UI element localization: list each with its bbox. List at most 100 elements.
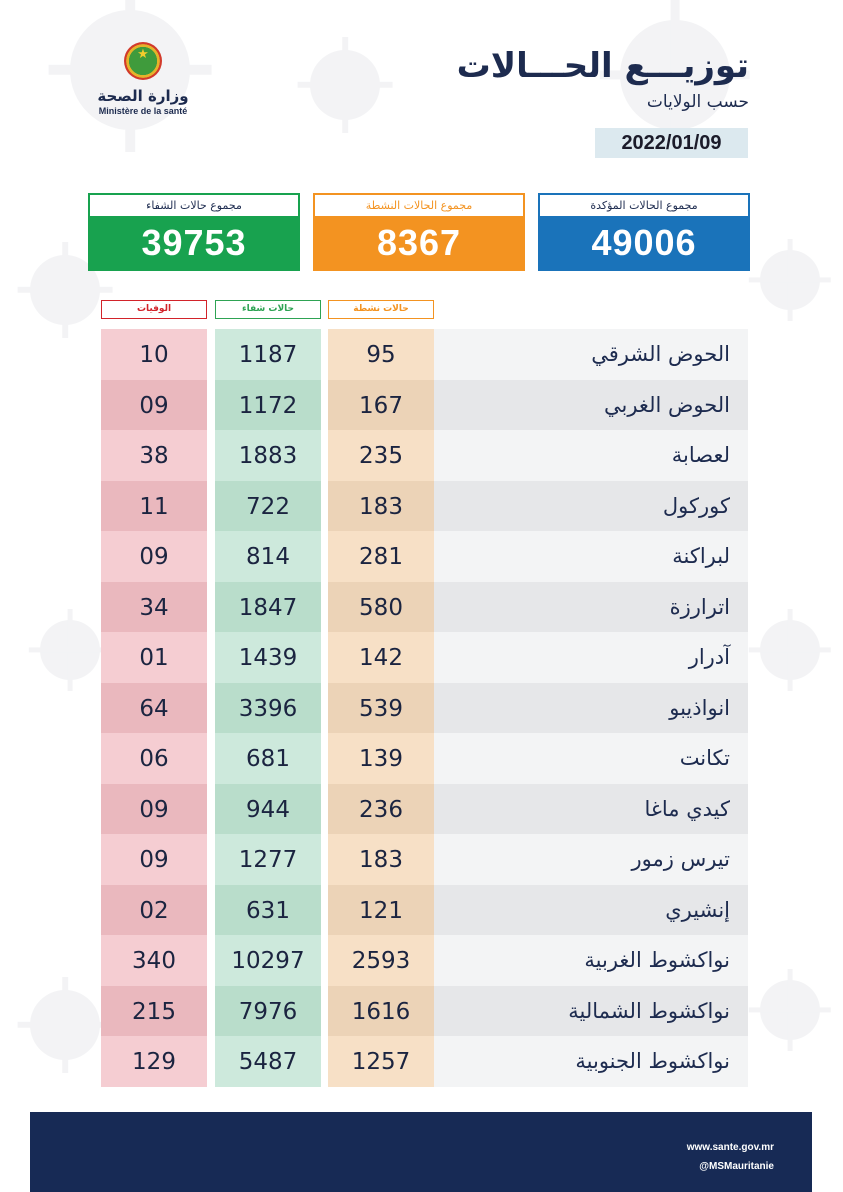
table-row: 11 722 183 كوركول	[101, 480, 748, 531]
region-name: الحوض الغربي	[434, 379, 748, 430]
deaths-cell: 09	[101, 783, 207, 834]
virus-decoration-icon	[760, 250, 820, 310]
region-name: نواكشوط الغربية	[434, 935, 748, 986]
active-cell: 235	[328, 430, 434, 481]
active-cell: 236	[328, 783, 434, 834]
social-handle-link[interactable]: @MSMauritanie	[699, 1161, 774, 1172]
region-name: نواكشوط الشمالية	[434, 985, 748, 1036]
table-row: 38 1883 235 لعصابة	[101, 430, 748, 481]
active-cell: 1257	[328, 1036, 434, 1087]
region-name: نواكشوط الجنوبية	[434, 1036, 748, 1087]
ministry-logo: وزارة الصحة Ministère de la santé	[88, 42, 198, 116]
active-column-header: حالات نشطة	[328, 300, 434, 319]
region-name: لبراكنة	[434, 531, 748, 582]
virus-decoration-icon	[620, 20, 730, 130]
active-total-value: 8367	[315, 216, 523, 269]
recovered-cell: 7976	[215, 985, 321, 1036]
active-cell: 183	[328, 480, 434, 531]
recovered-cell: 944	[215, 783, 321, 834]
region-name: انواذيبو	[434, 682, 748, 733]
page-title: توزيـــع الحـــالات	[456, 46, 749, 86]
confirmed-total-label: مجموع الحالات المؤكدة	[540, 195, 748, 216]
deaths-cell: 38	[101, 430, 207, 481]
deaths-cell: 11	[101, 480, 207, 531]
region-name: إنشيري	[434, 884, 748, 935]
recovered-cell: 10297	[215, 935, 321, 986]
active-cell: 580	[328, 581, 434, 632]
regions-table: 10 1187 95 الحوض الشرقي 09 1172 167 الحو…	[101, 329, 748, 1087]
deaths-cell: 09	[101, 379, 207, 430]
recovered-cell: 3396	[215, 682, 321, 733]
region-name: آدرار	[434, 632, 748, 683]
deaths-cell: 02	[101, 884, 207, 935]
region-name: تكانت	[434, 733, 748, 784]
table-row: 09 1172 167 الحوض الغربي	[101, 379, 748, 430]
active-cell: 167	[328, 379, 434, 430]
active-cell: 2593	[328, 935, 434, 986]
table-row: 06 681 139 تكانت	[101, 733, 748, 784]
deaths-cell: 01	[101, 632, 207, 683]
ministry-name-ar: وزارة الصحة	[97, 87, 189, 105]
recovered-cell: 814	[215, 531, 321, 582]
virus-decoration-icon	[760, 620, 820, 680]
active-cell: 142	[328, 632, 434, 683]
active-cell: 95	[328, 329, 434, 380]
active-cell: 1616	[328, 985, 434, 1036]
recovered-cell: 5487	[215, 1036, 321, 1087]
table-row: 09 944 236 كيدي ماغا	[101, 783, 748, 834]
website-link[interactable]: www.sante.gov.mr	[686, 1142, 774, 1153]
region-name: كوركول	[434, 480, 748, 531]
deaths-cell: 215	[101, 985, 207, 1036]
region-name: الحوض الشرقي	[434, 329, 748, 380]
table-row: 340 10297 2593 نواكشوط الغربية	[101, 935, 748, 986]
recovered-column-header: حالات شفاء	[215, 300, 321, 319]
deaths-cell: 34	[101, 581, 207, 632]
recovered-total-label: مجموع حالات الشفاء	[90, 195, 298, 216]
virus-decoration-icon	[310, 50, 380, 120]
mauritania-emblem-icon	[124, 42, 162, 80]
report-date: 2022/01/09	[595, 128, 748, 158]
recovered-cell: 1439	[215, 632, 321, 683]
table-row: 215 7976 1616 نواكشوط الشمالية	[101, 985, 748, 1036]
deaths-cell: 64	[101, 682, 207, 733]
deaths-cell: 10	[101, 329, 207, 380]
active-cell: 139	[328, 733, 434, 784]
deaths-cell: 09	[101, 531, 207, 582]
region-name: تيرس زمور	[434, 834, 748, 885]
active-total-card: مجموع الحالات النشطة 8367	[313, 193, 525, 271]
ministry-name-fr: Ministère de la santé	[98, 106, 188, 116]
recovered-cell: 1187	[215, 329, 321, 380]
virus-decoration-icon	[40, 620, 100, 680]
deaths-cell: 06	[101, 733, 207, 784]
region-name: كيدي ماغا	[434, 783, 748, 834]
table-row: 09 814 281 لبراكنة	[101, 531, 748, 582]
virus-decoration-icon	[30, 990, 100, 1060]
recovered-cell: 1847	[215, 581, 321, 632]
recovered-cell: 1277	[215, 834, 321, 885]
region-name: اترارزة	[434, 581, 748, 632]
table-row: 129 5487 1257 نواكشوط الجنوبية	[101, 1036, 748, 1087]
table-row: 64 3396 539 انواذيبو	[101, 682, 748, 733]
region-name: لعصابة	[434, 430, 748, 481]
active-cell: 121	[328, 884, 434, 935]
virus-decoration-icon	[760, 980, 820, 1040]
active-cell: 539	[328, 682, 434, 733]
recovered-cell: 1883	[215, 430, 321, 481]
table-row: 01 1439 142 آدرار	[101, 632, 748, 683]
deaths-cell: 129	[101, 1036, 207, 1087]
active-cell: 183	[328, 834, 434, 885]
footer-bar: www.sante.gov.mr @MSMauritanie	[30, 1112, 812, 1192]
deaths-column-header: الوفيات	[101, 300, 207, 319]
recovered-cell: 722	[215, 480, 321, 531]
deaths-cell: 340	[101, 935, 207, 986]
recovered-cell: 631	[215, 884, 321, 935]
table-row: 09 1277 183 تيرس زمور	[101, 834, 748, 885]
table-row: 34 1847 580 اترارزة	[101, 581, 748, 632]
table-row: 02 631 121 إنشيري	[101, 884, 748, 935]
active-cell: 281	[328, 531, 434, 582]
recovered-cell: 681	[215, 733, 321, 784]
active-total-label: مجموع الحالات النشطة	[315, 195, 523, 216]
recovered-total-value: 39753	[90, 216, 298, 269]
recovered-cell: 1172	[215, 379, 321, 430]
page-subtitle: حسب الولايات	[646, 92, 749, 112]
